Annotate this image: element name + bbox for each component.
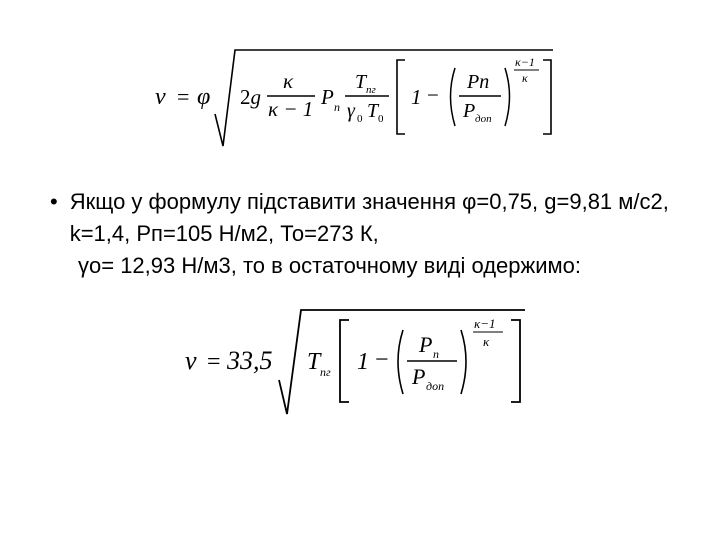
f2-lbracket bbox=[340, 320, 349, 402]
f1-exp-den: κ bbox=[522, 71, 528, 85]
f1-rbracket bbox=[543, 60, 551, 134]
f1-T0-sub: 0 bbox=[378, 113, 384, 125]
formula-2: ν = 33,5 T nг 1 − P n P доп bbox=[50, 296, 670, 431]
text-line-1: Якщо у формулу підставити значення φ=0,7… bbox=[70, 186, 670, 250]
f1-lhs: ν bbox=[155, 84, 166, 110]
body-text: • Якщо у формулу підставити значення φ=0… bbox=[50, 186, 670, 282]
bullet-icon: • bbox=[50, 186, 58, 218]
f2-lparen bbox=[398, 330, 403, 394]
f1-frac1-num: κ bbox=[283, 69, 294, 93]
f1-one: 1 bbox=[411, 85, 422, 109]
f1-lbracket bbox=[397, 60, 405, 134]
f1-lparen bbox=[451, 68, 456, 126]
text-line-2: γо= 12,93 Н/м3, то в остаточному виді од… bbox=[58, 250, 670, 282]
f1-Pn-sub: n bbox=[334, 100, 340, 114]
f1-Tng-sub: nг bbox=[366, 84, 377, 96]
f1-gamma: γ bbox=[347, 100, 356, 122]
f2-one: 1 bbox=[357, 349, 369, 375]
f2-inner-den-P: P bbox=[411, 364, 425, 389]
f2-lhs: ν bbox=[185, 346, 197, 375]
f2-rparen bbox=[461, 330, 466, 394]
f2-exp-den: κ bbox=[483, 334, 490, 349]
f2-eq: = bbox=[207, 349, 221, 375]
f1-Pn: P bbox=[320, 85, 334, 109]
f1-minus: − bbox=[427, 83, 439, 107]
f1-2g: 2g bbox=[240, 85, 261, 109]
f2-exp-num: κ−1 bbox=[474, 316, 496, 331]
f1-inner-num: Pn bbox=[466, 71, 489, 93]
f1-radical bbox=[215, 50, 553, 146]
f1-rparen bbox=[505, 68, 510, 126]
f2-rbracket bbox=[511, 320, 520, 402]
f2-minus: − bbox=[375, 347, 389, 373]
f1-frac1-den: κ − 1 bbox=[268, 97, 313, 121]
formula-1: ν = φ 2g κ κ − 1 P n T nг γ 0 T 0 bbox=[50, 34, 670, 164]
f1-eq: = bbox=[177, 84, 189, 109]
f2-inner-num-P: P bbox=[418, 332, 432, 357]
f1-inner-den-P: P bbox=[462, 100, 475, 122]
f2-inner-num-sub: n bbox=[433, 347, 439, 361]
f1-gamma-sub: 0 bbox=[357, 113, 363, 125]
f1-exp-num: κ−1 bbox=[515, 55, 535, 69]
f1-prefix: φ bbox=[197, 84, 210, 110]
f2-coef: 33,5 bbox=[226, 346, 273, 375]
f1-inner-den-sub: доп bbox=[475, 113, 492, 125]
f2-T-sub: nг bbox=[320, 365, 331, 379]
f2-inner-den-sub: доп bbox=[426, 379, 444, 393]
